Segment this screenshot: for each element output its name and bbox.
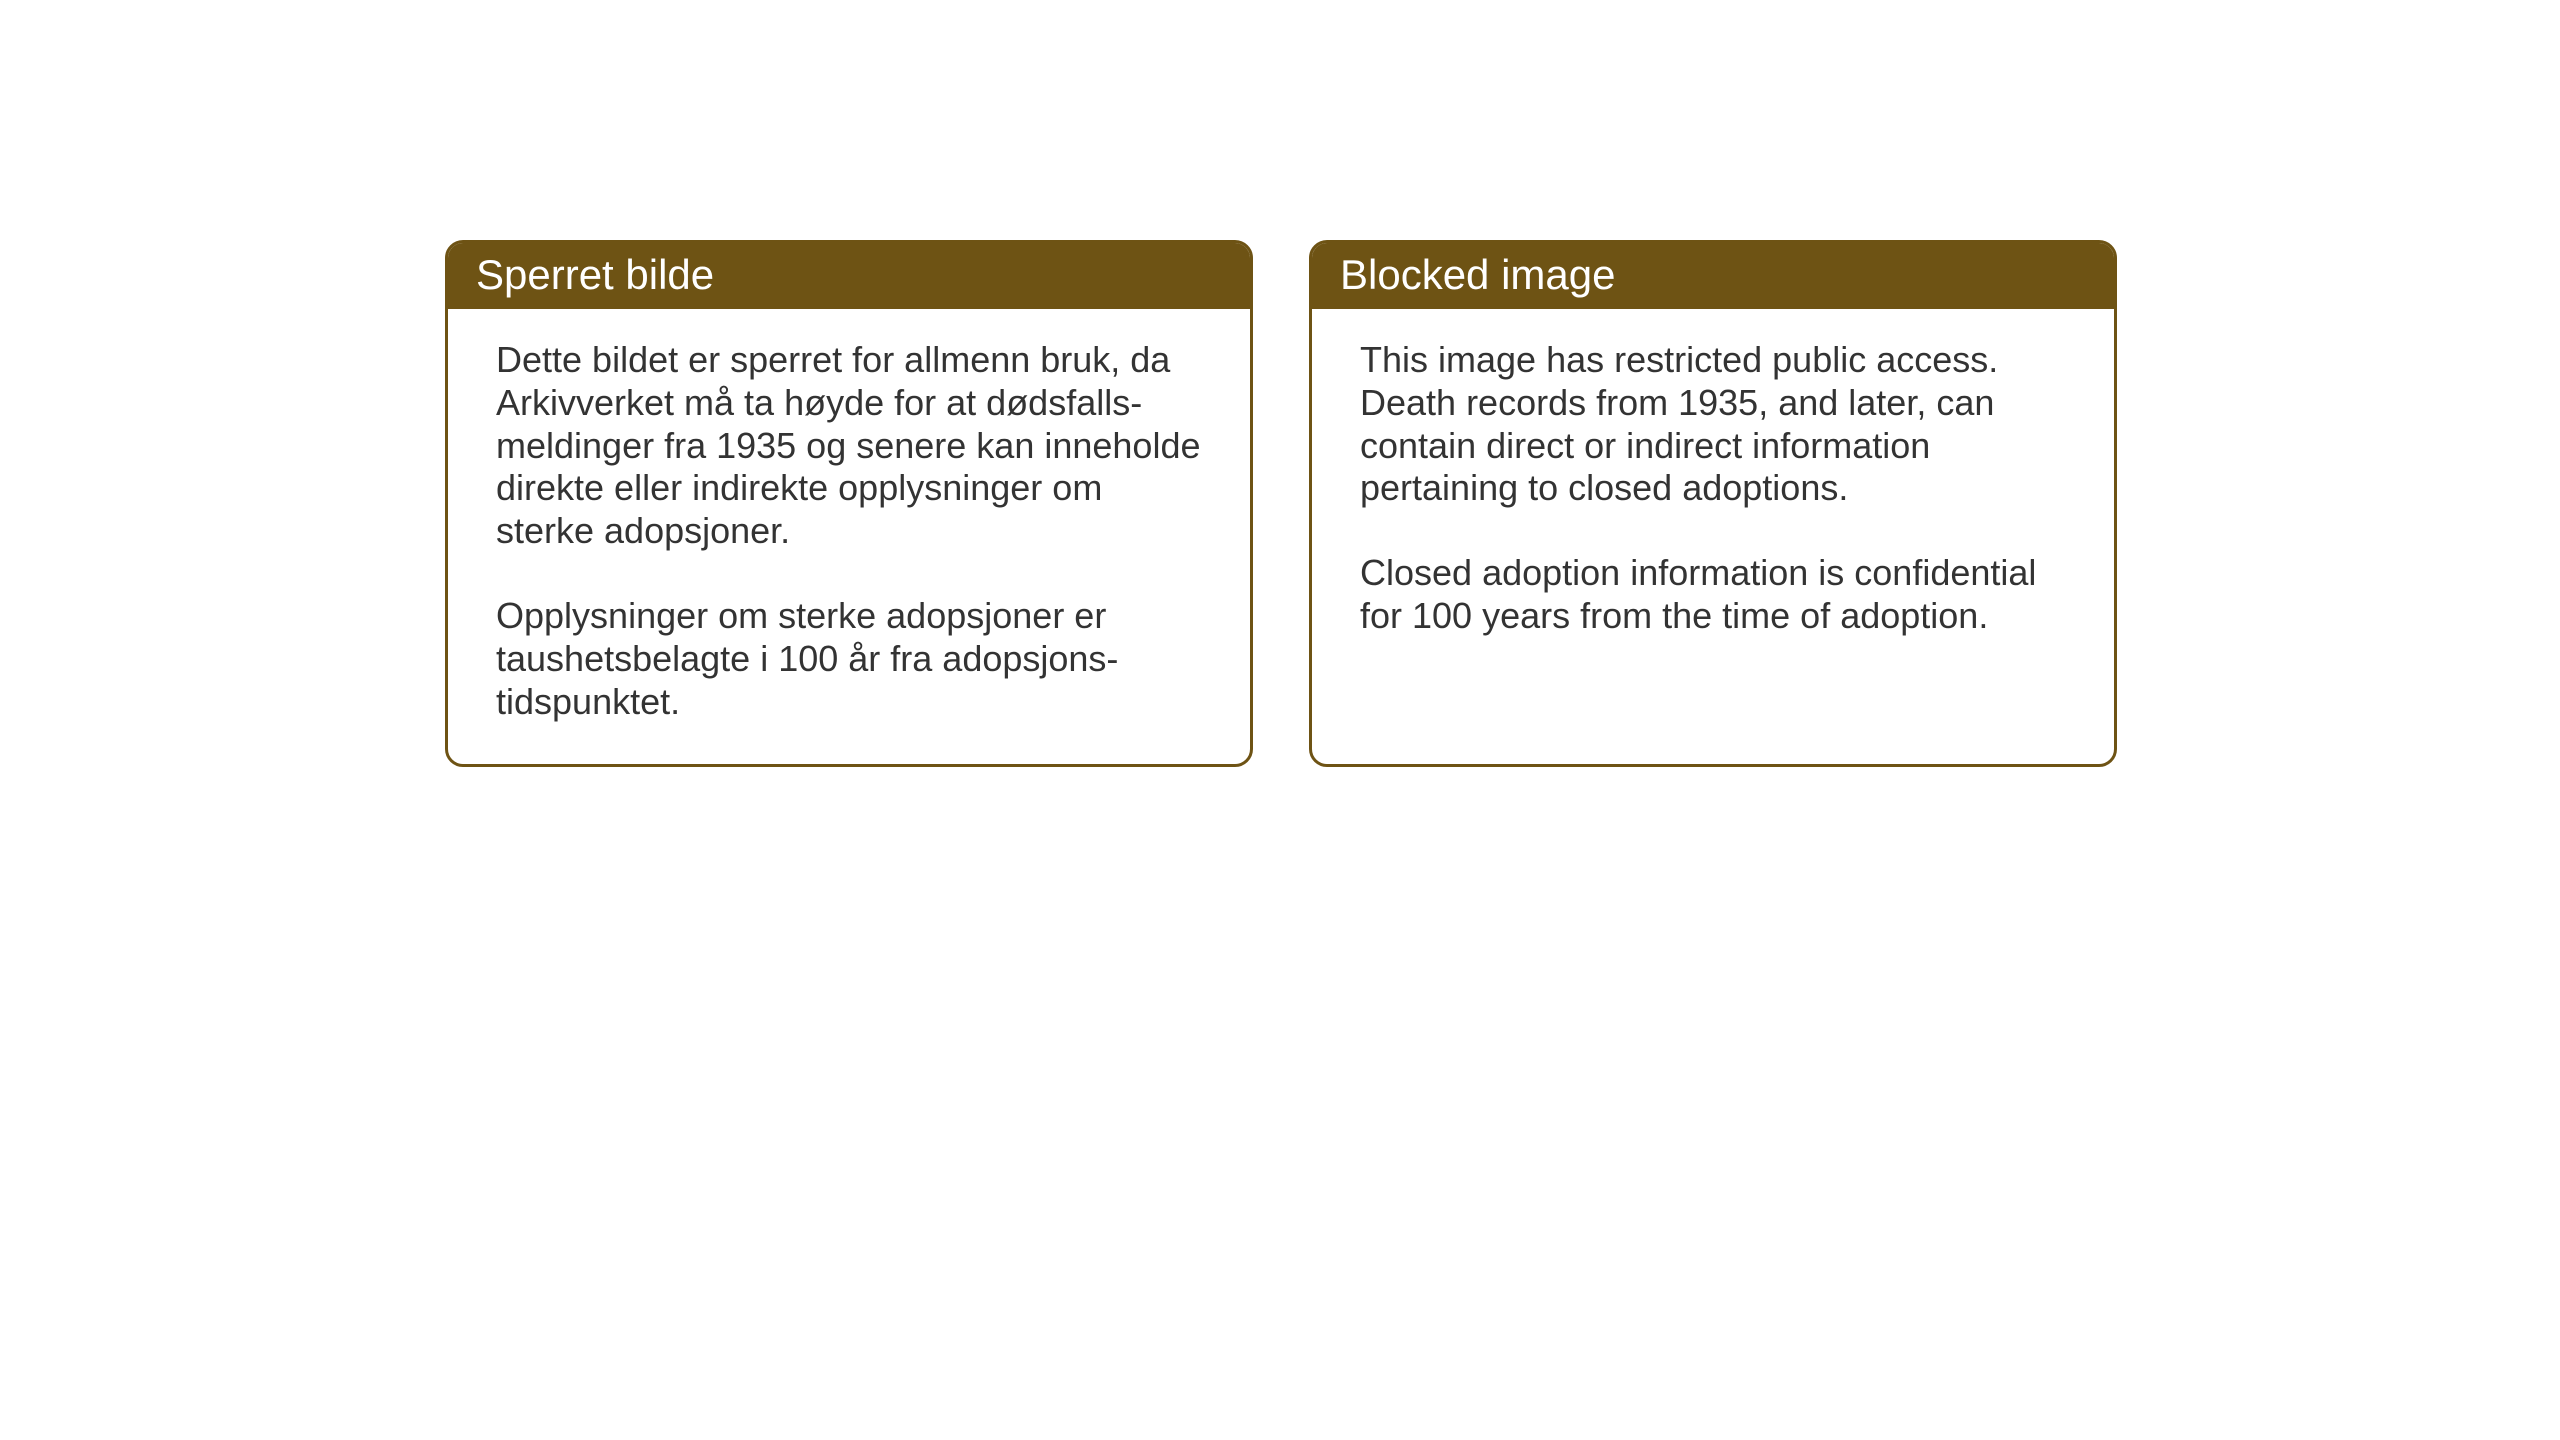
card-header-english: Blocked image [1312, 243, 2114, 309]
paragraph-norwegian-2: Opplysninger om sterke adopsjoner er tau… [496, 595, 1202, 723]
card-body-norwegian: Dette bildet er sperret for allmenn bruk… [448, 309, 1250, 764]
card-title-english: Blocked image [1340, 251, 1615, 298]
card-title-norwegian: Sperret bilde [476, 251, 714, 298]
paragraph-norwegian-1: Dette bildet er sperret for allmenn bruk… [496, 339, 1202, 553]
cards-container: Sperret bilde Dette bildet er sperret fo… [445, 240, 2117, 767]
paragraph-english-2: Closed adoption information is confident… [1360, 552, 2066, 638]
paragraph-english-1: This image has restricted public access.… [1360, 339, 2066, 510]
card-english: Blocked image This image has restricted … [1309, 240, 2117, 767]
card-body-english: This image has restricted public access.… [1312, 309, 2114, 749]
card-header-norwegian: Sperret bilde [448, 243, 1250, 309]
card-norwegian: Sperret bilde Dette bildet er sperret fo… [445, 240, 1253, 767]
